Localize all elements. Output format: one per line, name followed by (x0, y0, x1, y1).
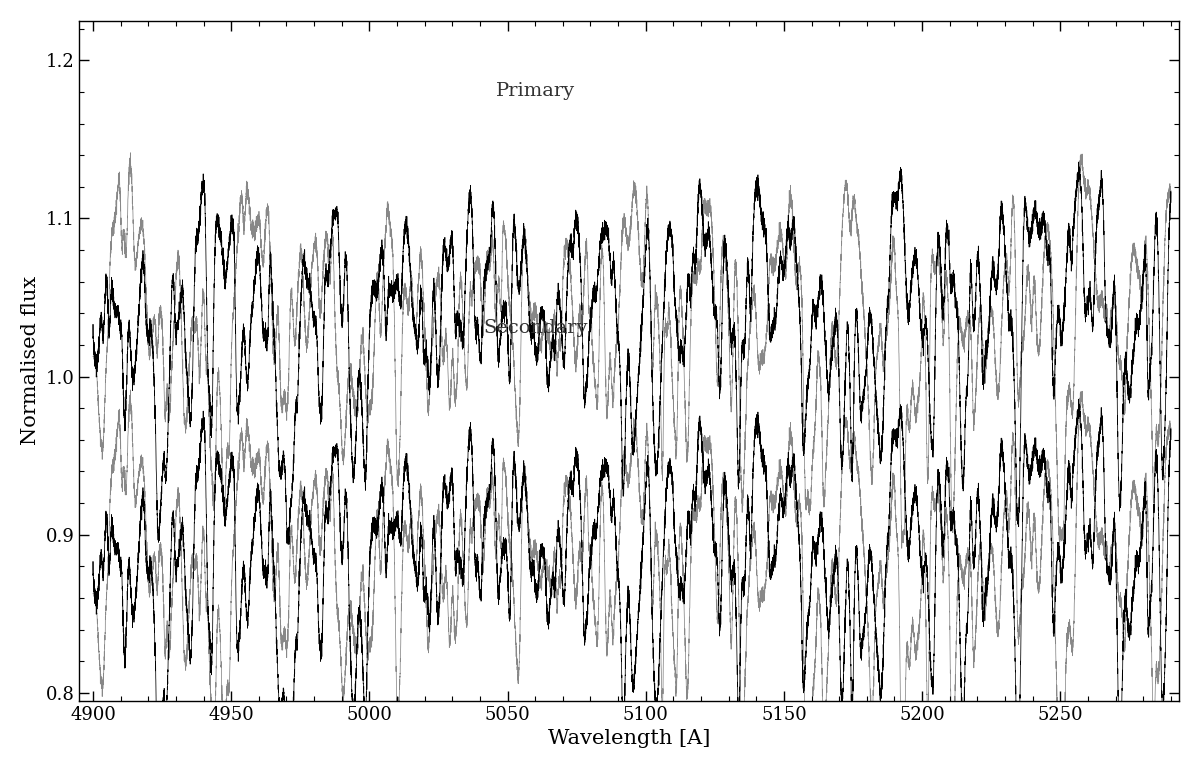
Text: Primary: Primary (496, 82, 575, 100)
X-axis label: Wavelength [A]: Wavelength [A] (548, 729, 710, 748)
Y-axis label: Normalised flux: Normalised flux (20, 276, 40, 445)
Text: Secondary: Secondary (482, 319, 588, 337)
